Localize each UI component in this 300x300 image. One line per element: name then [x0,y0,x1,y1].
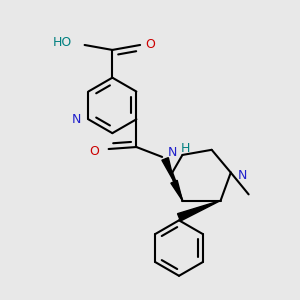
Text: O: O [89,146,99,158]
Polygon shape [171,180,182,200]
Text: N: N [238,169,247,182]
Text: N: N [168,146,178,160]
Text: O: O [145,38,155,52]
Text: HO: HO [52,35,72,49]
Text: H: H [181,142,190,154]
Polygon shape [162,158,174,182]
Text: N: N [72,113,81,126]
Polygon shape [178,200,220,221]
